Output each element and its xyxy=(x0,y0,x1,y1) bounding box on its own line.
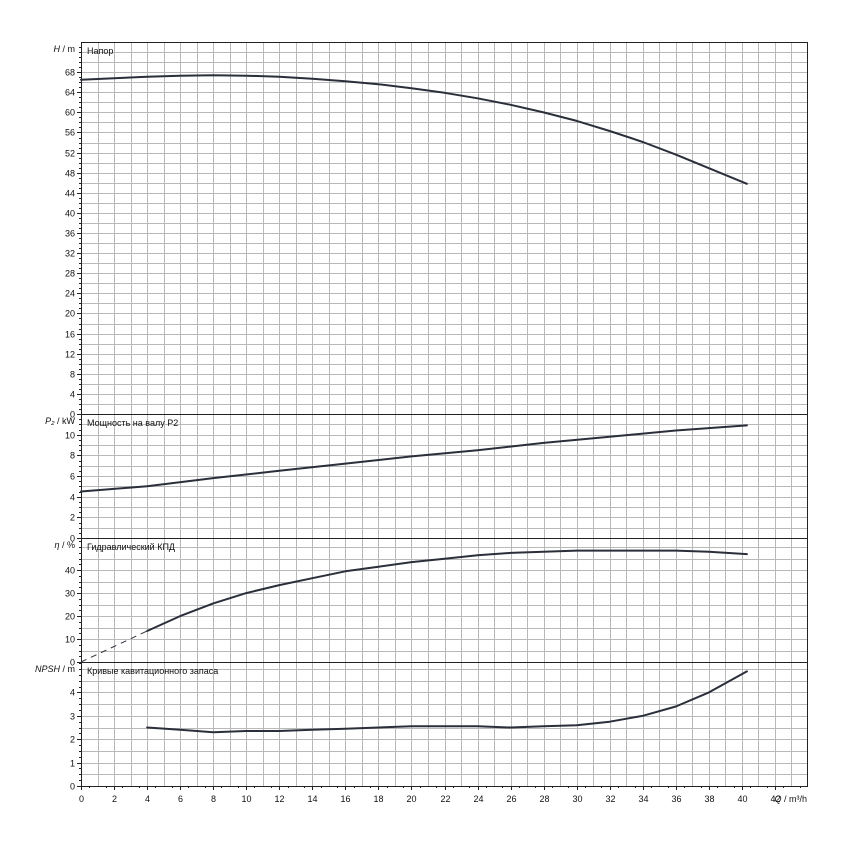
y-tick-label: 28 xyxy=(65,269,75,279)
x-tick-label: 34 xyxy=(638,794,648,804)
y-tick-label: 8 xyxy=(70,451,75,461)
y-axis-label: H / m xyxy=(54,44,76,54)
y-tick-label: 20 xyxy=(65,612,75,622)
x-tick-label: 2 xyxy=(112,794,117,804)
y-tick-label: 44 xyxy=(65,189,75,199)
x-tick-label: 14 xyxy=(307,794,317,804)
y-axis-label: η / % xyxy=(54,540,75,550)
x-tick-label: 24 xyxy=(473,794,483,804)
x-tick-label: 40 xyxy=(737,794,747,804)
y-tick-label: 8 xyxy=(70,370,75,380)
x-tick-label: 32 xyxy=(605,794,615,804)
frames xyxy=(77,42,808,790)
panel-title: Гидравлический КПД xyxy=(87,542,175,552)
y-tick-label: 68 xyxy=(65,68,75,78)
curves xyxy=(80,74,748,734)
plot-frame xyxy=(81,42,808,787)
x-tick-label: 10 xyxy=(241,794,251,804)
y-tick-label: 2 xyxy=(70,513,75,523)
y-tick-label: 60 xyxy=(65,108,75,118)
x-tick-label: 18 xyxy=(373,794,383,804)
y-tick-label: 10 xyxy=(65,635,75,645)
y-tick-label: 4 xyxy=(70,688,75,698)
panel-title: Кривые кавитационного запаса xyxy=(87,666,218,676)
y-tick-label: 0 xyxy=(70,410,75,420)
y-tick-label: 32 xyxy=(65,249,75,259)
series-curve xyxy=(146,549,748,632)
x-tick-label: 26 xyxy=(506,794,516,804)
series-curve xyxy=(80,424,748,493)
y-tick-label: 16 xyxy=(65,330,75,340)
y-tick-label: 20 xyxy=(65,309,75,319)
y-tick-label: 6 xyxy=(70,472,75,482)
x-tick-label: 42 xyxy=(770,794,780,804)
x-tick-label: 12 xyxy=(274,794,284,804)
x-tick-label: 28 xyxy=(539,794,549,804)
y-tick-label: 4 xyxy=(70,493,75,503)
y-tick-label: 24 xyxy=(65,289,75,299)
y-tick-label: 2 xyxy=(70,735,75,745)
y-tick-label: 10 xyxy=(65,431,75,441)
y-tick-label: 52 xyxy=(65,149,75,159)
y-tick-label: 36 xyxy=(65,229,75,239)
y-tick-label: 40 xyxy=(65,566,75,576)
y-tick-label: 40 xyxy=(65,209,75,219)
y-tick-label: 64 xyxy=(65,88,75,98)
y-axis-label: NPSH / m xyxy=(35,664,75,674)
y-axis-label: P₂ / kW xyxy=(45,416,75,426)
panel-title: Напор xyxy=(87,46,113,56)
x-tick-label: 38 xyxy=(704,794,714,804)
y-tick-label: 3 xyxy=(70,712,75,722)
x-tick-label: 16 xyxy=(340,794,350,804)
y-tick-label: 1 xyxy=(70,759,75,769)
y-tick-label: 0 xyxy=(70,658,75,668)
x-tick-label: 4 xyxy=(145,794,150,804)
y-tick-label: 48 xyxy=(65,169,75,179)
y-tick-label: 0 xyxy=(70,534,75,544)
x-tick-label: 6 xyxy=(178,794,183,804)
y-tick-label: 30 xyxy=(65,589,75,599)
x-tick-label: 20 xyxy=(406,794,416,804)
y-tick-label: 12 xyxy=(65,350,75,360)
dashed-extension xyxy=(80,630,148,663)
series-curve xyxy=(146,670,748,734)
x-tick-label: 0 xyxy=(79,794,84,804)
series-curve xyxy=(80,74,748,185)
panel-title: Мощность на валу P2 xyxy=(87,418,178,428)
x-tick-label: 22 xyxy=(440,794,450,804)
y-tick-label: 56 xyxy=(65,128,75,138)
y-tick-label: 4 xyxy=(70,390,75,400)
y-tick-label: 0 xyxy=(70,782,75,792)
x-tick-label: 30 xyxy=(572,794,582,804)
x-tick-label: 36 xyxy=(671,794,681,804)
x-tick-label: 8 xyxy=(211,794,216,804)
x-axis-label: Q / m³/h xyxy=(774,794,807,804)
